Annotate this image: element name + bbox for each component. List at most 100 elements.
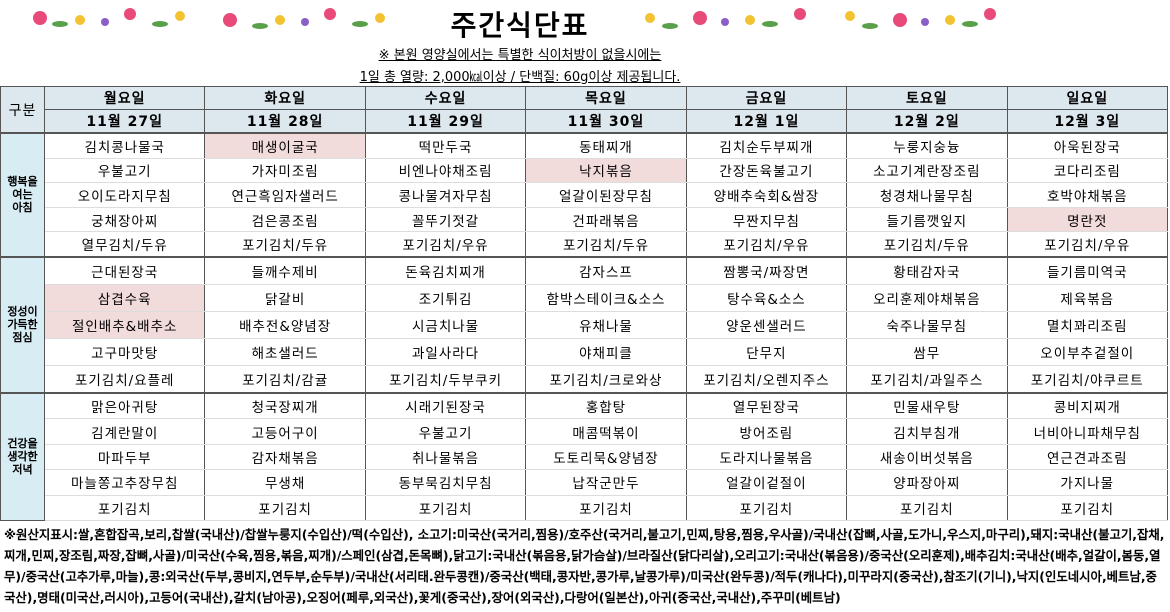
menu-item: 포기김치 — [846, 494, 1008, 521]
menu-item: 포기김치 — [685, 494, 848, 521]
menu-row: 궁채장아찌 검은콩조림 꼴뚜기젓갈 건파래볶음 무짠지무침 들기름깻잎지 명란젓 — [1, 206, 1169, 233]
menu-item: 너비아니파채무침 — [1006, 418, 1169, 445]
menu-item: 포기김치/야쿠르트 — [1006, 364, 1169, 394]
menu-item: 마파두부 — [43, 443, 206, 471]
menu-item: 근대된장국 — [43, 255, 206, 285]
menu-item: 동태찌개 — [525, 131, 687, 159]
menu-item: 콩나물겨자무침 — [364, 182, 527, 208]
menu-row: 열무김치/두유 포기김치/두유 포기김치/우유 포기김치/두유 포기김치/우유 포기김치/… — [1, 231, 1169, 258]
menu-item: 명란젓 — [1006, 206, 1169, 233]
menu-item: 포기김치/과일주스 — [846, 364, 1008, 394]
date: 12월 3일 — [1006, 109, 1169, 134]
menu-item: 열무된장국 — [685, 391, 848, 420]
menu-item: 포기김치/두유 — [204, 231, 366, 258]
menu-item: 단무지 — [685, 337, 848, 366]
origin-note: ※원산지표시:쌀,혼합잡곡,보리,찹쌀(국내산)/찹쌀누룽지(수입산)/떡(수입… — [4, 527, 1165, 605]
menu-item: 김치순두부찌개 — [685, 131, 848, 159]
menu-row: 포기김치/요플레 포기김치/감귤 포기김치/두부쿠키 포기김치/크로와상 포기김치/오렌… — [1, 364, 1169, 394]
day: 수요일 — [364, 86, 527, 110]
menu-item: 꼴뚜기젓갈 — [364, 206, 527, 233]
menu-item: 시금치나물 — [364, 310, 527, 339]
menu-item: 마늘쫑고추장무침 — [43, 469, 206, 496]
menu-row: 오이도라지무침 연근흑임자샐러드 콩나물겨자무침 얼갈이된장무침 양배추숙회&쌈장 청경채… — [1, 182, 1169, 208]
menu-item: 포기김치 — [525, 494, 687, 521]
menu-item: 누룽지숭늉 — [846, 131, 1008, 159]
menu-item: 김계란말이 — [43, 418, 206, 445]
menu-item: 얼갈이된장무침 — [525, 182, 687, 208]
day: 금요일 — [685, 86, 848, 110]
menu-item: 콩비지찌개 — [1006, 391, 1169, 420]
menu-item: 포기김치 — [1006, 494, 1169, 521]
menu-item: 도토리묵&양념장 — [525, 443, 687, 471]
menu-item: 멸치꽈리조림 — [1006, 310, 1169, 339]
day: 토요일 — [846, 86, 1008, 110]
menu-item: 청국장찌개 — [204, 391, 366, 420]
menu-item: 포기김치/크로와상 — [525, 364, 687, 394]
menu-item: 검은콩조림 — [204, 206, 366, 233]
menu-item: 조기튀김 — [364, 283, 527, 312]
menu-item: 야채피클 — [525, 337, 687, 366]
flower-decoration — [33, 8, 996, 29]
menu-row: 절인배추&배추소 배추전&양념장 시금치나물 유채나물 양운센샐러드 숙주나물무침 멸치꽈리… — [1, 310, 1169, 339]
menu-item: 포기김치/우유 — [1006, 231, 1169, 258]
menu-item: 김치부침개 — [846, 418, 1008, 445]
menu-item: 홍합탕 — [525, 391, 687, 420]
menu-item: 아욱된장국 — [1006, 131, 1169, 159]
menu-item: 들기름미역국 — [1006, 255, 1169, 285]
menu-item: 양파장아찌 — [846, 469, 1008, 496]
menu-item: 포기김치 — [43, 494, 206, 521]
menu-row: 김계란말이 고등어구이 우불고기 매콤떡볶이 방어조림 김치부침개 너비아니파채무침 — [1, 418, 1169, 445]
menu-item: 함박스테이크&소스 — [525, 283, 687, 312]
menu-item: 가자미조림 — [204, 157, 366, 184]
menu-item: 건파래볶음 — [525, 206, 687, 233]
menu-item: 닭갈비 — [204, 283, 366, 312]
menu-item: 포기김치/우유 — [685, 231, 848, 258]
menu-row: 우불고기 가자미조림 비엔나야채조림 낙지볶음 간장돈육불고기 소고기계란장조림 코다리조림 — [1, 157, 1169, 184]
menu-item: 포기김치/두유 — [846, 231, 1008, 258]
menu-item: 소고기계란장조림 — [846, 157, 1008, 184]
menu-item: 간장돈육불고기 — [685, 157, 848, 184]
menu-row: 건강을 생각한 저녁 맑은아귀탕 청국장찌개 시래기된장국 홍합탕 열무된장국 민물새우탕 콩… — [0, 391, 1169, 521]
notice: 1일 총 열량: 2,000㎉이상 / 단백질: 60g이상 제공됩니다. — [359, 70, 681, 85]
menu-item: 포기김치/요플레 — [43, 364, 206, 394]
menu-item: 민물새우탕 — [846, 391, 1008, 420]
menu-item: 매생이굴국 — [204, 131, 366, 159]
menu-item: 오이도라지무침 — [43, 182, 206, 208]
date: 11월 30일 — [525, 109, 687, 134]
date: 12월 1일 — [685, 109, 848, 134]
menu-item: 오리훈제야채볶음 — [846, 283, 1008, 312]
menu-item: 취나물볶음 — [364, 443, 527, 471]
meal-label: 정성이 가득한 점심 — [0, 255, 45, 394]
menu-table: 구분 월요일 화요일 수요일 목요일 금요일 토요일 일요일 11월 27일 11월 28일 11월… — [0, 86, 1169, 521]
menu-item: 납작군만두 — [525, 469, 687, 496]
menu-item: 청경채나물무침 — [846, 182, 1008, 208]
menu-item: 떡만두국 — [364, 131, 527, 159]
menu-item: 연근흑임자샐러드 — [204, 182, 366, 208]
menu-item: 쌈무 — [846, 337, 1008, 366]
menu-item: 오이부추겉절이 — [1006, 337, 1169, 366]
menu-item: 들깨수제비 — [204, 255, 366, 285]
menu-row: 삼겹수육 닭갈비 조기튀김 함박스테이크&소스 탕수육&소스 오리훈제야채볶음 제육볶음 — [1, 283, 1169, 312]
menu-item: 들기름깻잎지 — [846, 206, 1008, 233]
menu-item: 우불고기 — [43, 157, 206, 184]
date: 12월 2일 — [846, 109, 1008, 134]
menu-item: 새송이버섯볶음 — [846, 443, 1008, 471]
date-row: 11월 27일 11월 28일 11월 29일 11월 30일 12월 1일 12월 2일… — [1, 109, 1169, 134]
meal-label: 건강을 생각한 저녁 — [0, 391, 45, 521]
menu-item: 포기김치/우유 — [364, 231, 527, 258]
menu-item: 우불고기 — [364, 418, 527, 445]
menu-item: 시래기된장국 — [364, 391, 527, 420]
menu-item: 포기김치 — [364, 494, 527, 521]
menu-item: 낙지볶음 — [525, 157, 687, 184]
day: 목요일 — [525, 86, 687, 110]
menu-item: 가지나물 — [1006, 469, 1169, 496]
menu-item: 감자스프 — [525, 255, 687, 285]
menu-row: 행복을 여는 아침 김치콩나물국 매생이굴국 떡만두국 동태찌개 김치순두부찌개 누룽지숭늉… — [0, 131, 1169, 258]
menu-row: 마늘쫑고추장무침 무생채 동부묵김치무침 납작군만두 얼갈이겉절이 양파장아찌 가지나물 — [1, 469, 1169, 496]
menu-item: 무짠지무침 — [685, 206, 848, 233]
menu-item: 연근견과조림 — [1006, 443, 1169, 471]
menu-item: 열무김치/두유 — [43, 231, 206, 258]
menu-item: 고등어구이 — [204, 418, 366, 445]
menu-item: 숙주나물무침 — [846, 310, 1008, 339]
